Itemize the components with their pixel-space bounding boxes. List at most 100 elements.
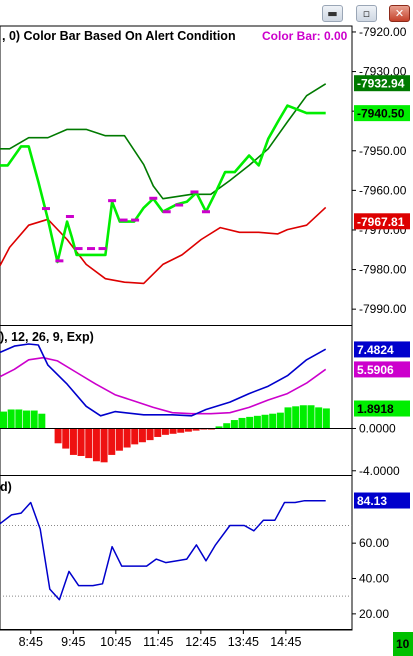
macd-histogram-bar <box>292 406 300 429</box>
macd-histogram-bar <box>184 428 192 432</box>
minimize-icon: ▬ <box>327 7 338 20</box>
color-bar-status: Color Bar: 0.00 <box>262 29 348 43</box>
macd-histogram-bar <box>0 411 7 429</box>
y-tick-label: -7950.00 <box>359 144 407 158</box>
macd-histogram-bar <box>261 414 269 429</box>
plot-frame <box>0 25 353 631</box>
macd-histogram-bar <box>169 428 177 434</box>
macd-signal-line <box>0 356 327 415</box>
macd-histogram-bar <box>161 428 169 435</box>
alert-marker <box>131 218 140 222</box>
macd-histogram-bar <box>230 420 238 429</box>
x-tick-label: 10:45 <box>100 635 131 649</box>
alert-marker <box>98 247 107 251</box>
alert-marker <box>149 196 158 200</box>
macd-histogram-bar <box>108 428 116 455</box>
macd-histogram-bar <box>146 428 154 441</box>
x-tick-label: 11:45 <box>143 635 173 649</box>
lower-band-value-label: -7967.81 <box>357 215 405 229</box>
oscillator-value-label: 84.13 <box>357 494 387 508</box>
macd-histogram-bar <box>15 409 23 429</box>
macd-histogram-bar <box>77 428 85 456</box>
price-value-label: -7940.50 <box>357 107 405 121</box>
macd-histogram-bar <box>85 428 93 459</box>
y-tick-label: 40.00 <box>359 572 389 586</box>
upper-band-line <box>0 83 327 200</box>
x-tick-label: 8:45 <box>19 635 43 649</box>
macd-histogram-bar <box>54 428 62 444</box>
macd-histogram-bar <box>115 428 123 451</box>
corner-badge <box>393 632 413 656</box>
restore-button[interactable]: ▫ <box>356 5 377 22</box>
macd-histogram-bar <box>177 428 185 433</box>
y-tick-label: -7980.00 <box>359 263 407 277</box>
signal-value-label-box <box>354 361 410 378</box>
window-titlebar: ▬ ▫ ✕ <box>0 0 413 26</box>
macd-histogram-bar <box>123 428 131 448</box>
price-value-label-box <box>354 105 410 122</box>
macd-histogram-bar <box>246 416 254 429</box>
upper-band-value-label-box <box>354 75 410 92</box>
macd-histogram-bar <box>138 428 146 443</box>
signal-value-label: 5.5906 <box>357 363 394 377</box>
corner-badge-text: 10 <box>396 637 410 651</box>
close-icon: ✕ <box>394 7 405 20</box>
macd-histogram-bar <box>269 413 277 429</box>
alert-marker <box>119 218 128 222</box>
macd-histogram-bar <box>207 428 215 430</box>
alert-marker <box>190 190 199 194</box>
alert-marker <box>108 199 117 203</box>
price-line <box>0 104 326 264</box>
x-tick-label: 13:45 <box>228 635 259 649</box>
alert-marker <box>175 203 184 207</box>
macd-value-label: 7.4824 <box>357 343 394 357</box>
macd-histogram-bar <box>215 426 223 429</box>
restore-icon: ▫ <box>362 7 371 20</box>
x-tick-label: 9:45 <box>61 635 85 649</box>
histogram-value-label-box <box>354 400 410 417</box>
macd-histogram-bar <box>100 428 108 463</box>
macd-histogram-bar <box>192 428 200 431</box>
macd-histogram-bar <box>284 407 292 429</box>
macd-histogram-bar <box>200 428 208 430</box>
x-tick-label: 12:45 <box>185 635 216 649</box>
alert-marker <box>41 207 50 211</box>
macd-histogram-bar <box>223 423 231 429</box>
alert-marker <box>65 214 74 218</box>
lower-band-value-label-box <box>354 213 410 230</box>
macd-histogram-bar <box>7 409 15 429</box>
macd-histogram-bar <box>238 417 246 429</box>
macd-histogram-bar <box>276 412 284 429</box>
alert-marker <box>201 210 210 214</box>
macd-histogram-bar <box>38 413 46 429</box>
macd-histogram-bar <box>315 407 323 429</box>
macd-histogram-bar <box>307 405 315 429</box>
alert-marker <box>74 247 83 251</box>
macd-histogram-bar <box>22 410 30 429</box>
oscillator-value-label-box <box>354 492 410 509</box>
macd-line <box>0 343 327 417</box>
macd-panel-title: ), 12, 26, 9, Exp) <box>0 330 94 344</box>
macd-histogram-bar <box>253 415 261 429</box>
y-tick-label: -7920.00 <box>359 25 407 39</box>
upper-band-value-label: -7932.94 <box>357 77 405 91</box>
close-button[interactable]: ✕ <box>389 5 410 22</box>
macd-histogram-bar <box>154 428 162 437</box>
macd-value-label-box <box>354 341 410 358</box>
price-panel-title: , 0) Color Bar Based On Alert Condition <box>2 29 236 43</box>
macd-histogram-bar <box>69 428 77 455</box>
x-tick-label: 14:45 <box>270 635 301 649</box>
oscillator-line <box>0 499 326 601</box>
y-tick-label: 0.0000 <box>359 422 396 436</box>
y-tick-label: -4.0000 <box>359 464 400 478</box>
macd-histogram-bar <box>92 428 100 462</box>
macd-histogram-bar <box>322 408 330 429</box>
minimize-button[interactable]: ▬ <box>322 5 343 22</box>
macd-histogram-bar <box>62 428 70 449</box>
alert-marker <box>162 210 171 214</box>
alert-marker <box>55 259 64 263</box>
y-tick-label: 60.00 <box>359 536 389 550</box>
macd-histogram-bar <box>131 428 139 445</box>
